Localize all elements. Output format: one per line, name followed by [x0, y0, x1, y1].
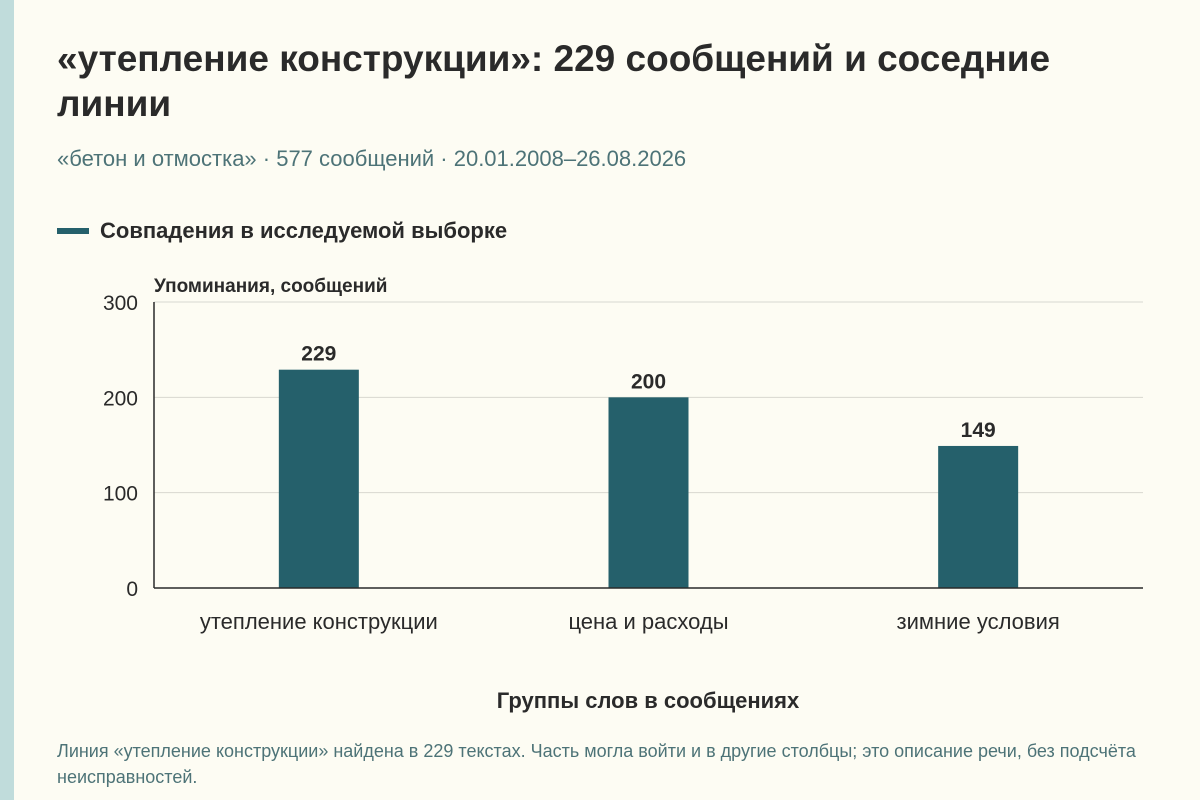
bar-value-label: 200: [631, 370, 666, 393]
y-axis-label: Упоминания, сообщений: [154, 276, 387, 297]
bar-value-label: 149: [961, 419, 996, 442]
y-tick-label: 300: [103, 292, 138, 315]
left-accent-strip: [0, 0, 14, 800]
chart-subtitle: «бетон и отмостка» · 577 сообщений · 20.…: [57, 146, 687, 171]
legend-swatch: [57, 228, 89, 234]
bar-chart: 0 100 200 300 229 200 149 утепление конструкц…: [103, 276, 1143, 713]
bar-value-label: 229: [301, 343, 336, 366]
bar: [938, 445, 1019, 588]
y-tick-label: 200: [103, 387, 138, 410]
bar: [608, 397, 689, 588]
footnote: Линия «утепление конструкции» найдена в …: [57, 741, 1136, 787]
x-tick-label: зимние условия: [897, 609, 1060, 634]
x-axis-label: Группы слов в сообщениях: [497, 688, 800, 713]
x-tick-label: цена и расходы: [568, 609, 728, 634]
x-tick-label: утепление конструкции: [200, 609, 438, 634]
y-tick-label: 100: [103, 483, 138, 506]
legend-label: Совпадения в исследуемой выборке: [100, 218, 508, 243]
legend: Совпадения в исследуемой выборке: [57, 218, 507, 244]
chart-title: «утепление конструкции»: 229 сообщений и…: [57, 38, 1051, 124]
y-tick-label: 0: [126, 578, 138, 601]
bar: [278, 369, 359, 588]
